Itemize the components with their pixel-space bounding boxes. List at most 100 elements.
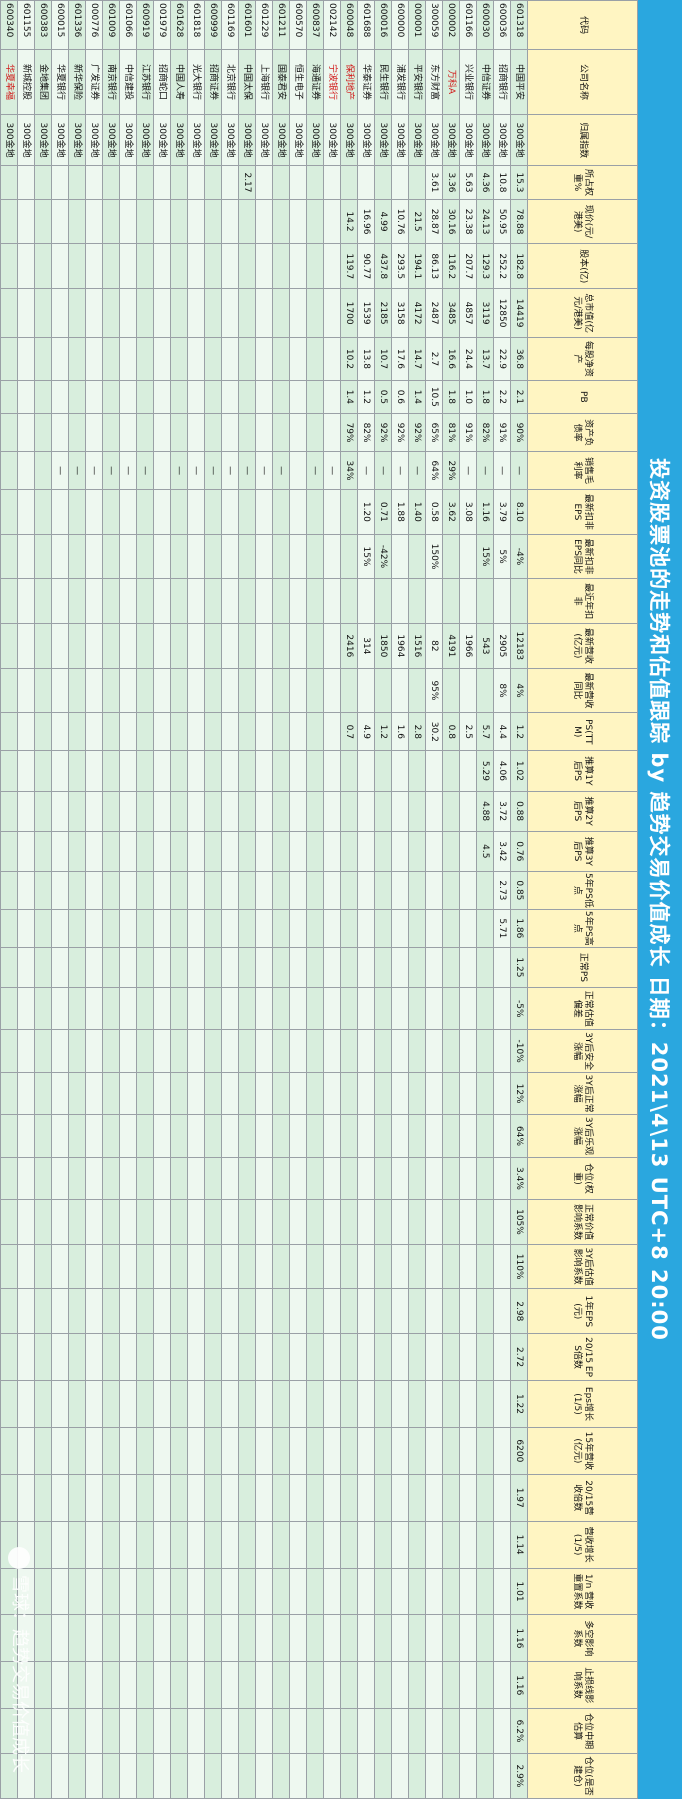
value-cell (102, 1427, 120, 1475)
column-header: 归属指数 (527, 114, 638, 166)
value-cell (102, 1380, 120, 1428)
value-cell (0, 1708, 1, 1754)
value-cell (238, 1029, 256, 1073)
value-cell (136, 1288, 154, 1334)
value-cell (459, 750, 477, 791)
value-cell (357, 947, 375, 988)
value-cell (102, 1661, 120, 1709)
value-cell: 0.88 (510, 791, 528, 832)
value-cell (459, 1114, 477, 1158)
value-cell (204, 1521, 222, 1569)
value-cell (255, 199, 273, 244)
value-cell (187, 987, 205, 1030)
value-cell (170, 1333, 188, 1381)
column-header: 推算1Y后PS (527, 750, 638, 791)
value-cell (68, 712, 86, 751)
value-cell (136, 578, 154, 624)
value-cell (153, 1072, 171, 1115)
value-cell (85, 909, 103, 948)
value-cell (374, 1614, 392, 1662)
value-cell (34, 1474, 52, 1522)
value-cell (493, 1521, 511, 1569)
value-cell (85, 947, 103, 988)
value-cell (0, 243, 1, 289)
value-cell (0, 909, 18, 948)
value-cell (0, 750, 1, 791)
company-name-cell: 宁波银行 (323, 49, 341, 115)
value-cell (442, 871, 460, 910)
value-cell (85, 413, 103, 452)
value-cell (170, 1753, 188, 1799)
value-cell (136, 1199, 154, 1245)
value-cell (272, 1157, 290, 1200)
company-name-cell: 国泰君安 (272, 49, 290, 115)
value-cell (340, 1157, 358, 1200)
value-cell (85, 1474, 103, 1522)
value-cell (34, 1029, 52, 1073)
value-cell (340, 987, 358, 1030)
value-cell (17, 831, 35, 872)
value-cell: 300金地 (425, 114, 443, 166)
value-cell (170, 380, 188, 414)
value-cell (357, 1380, 375, 1428)
value-cell (119, 1333, 137, 1381)
value-cell: 3.62 (442, 489, 460, 535)
value-cell: 29% (442, 451, 460, 490)
value-cell (306, 489, 324, 535)
table-row: 300059 东方财富 300金地 3.61 28.87 86.13 2487 2.7 10.5… (425, 0, 443, 1799)
value-cell (238, 1333, 256, 1381)
table-row: 600570 恒生电子 300金地 (289, 0, 307, 1799)
value-cell (51, 791, 69, 832)
value-cell (68, 489, 86, 535)
value-cell (476, 871, 494, 910)
value-cell (136, 380, 154, 414)
value-cell (34, 1380, 52, 1428)
value-cell (68, 947, 86, 988)
value-cell: — (408, 451, 426, 490)
value-cell (238, 987, 256, 1030)
value-cell (170, 1427, 188, 1475)
value-cell (442, 1753, 460, 1799)
value-cell (85, 165, 103, 200)
value-cell (0, 1199, 18, 1245)
value-cell (204, 831, 222, 872)
value-cell (442, 668, 460, 713)
value-cell (153, 1708, 171, 1754)
value-cell (442, 831, 460, 872)
value-cell (323, 413, 341, 452)
value-cell (272, 288, 290, 338)
value-cell (238, 413, 256, 452)
table-row: 002142 宁波银行 300金地 — (323, 0, 341, 1799)
table-row: 600015 华夏银行 300金地 — (51, 0, 69, 1799)
table-row: 600048 保利地产 300金地 14.2 119.7 1700 10.2 1.4 79% 34… (340, 0, 358, 1799)
value-cell (374, 578, 392, 624)
value-cell (374, 1157, 392, 1200)
column-header: 代码 (527, 0, 638, 50)
value-cell: 90.77 (357, 243, 375, 289)
value-cell (153, 947, 171, 988)
value-cell (238, 1568, 256, 1615)
value-cell (119, 534, 137, 579)
value-cell: 2.8 (408, 712, 426, 751)
value-cell (340, 668, 358, 713)
value-cell (0, 791, 18, 832)
value-cell (119, 623, 137, 669)
value-cell (408, 1157, 426, 1200)
value-cell (170, 199, 188, 244)
value-cell (153, 199, 171, 244)
value-cell (85, 831, 103, 872)
value-cell (272, 1521, 290, 1569)
value-cell (323, 831, 341, 872)
column-header: 所占权重% (527, 165, 638, 200)
column-header: PB (527, 380, 638, 414)
value-cell: 22.9 (493, 337, 511, 381)
value-cell (391, 1568, 409, 1615)
value-cell: 1.8 (442, 380, 460, 414)
value-cell (51, 199, 69, 244)
value-cell (459, 1614, 477, 1662)
value-cell (306, 1199, 324, 1245)
value-cell: 4.36 (476, 165, 494, 200)
value-cell: 3.42 (493, 831, 511, 872)
value-cell (442, 791, 460, 832)
stock-code-cell: 600999 (204, 0, 222, 50)
